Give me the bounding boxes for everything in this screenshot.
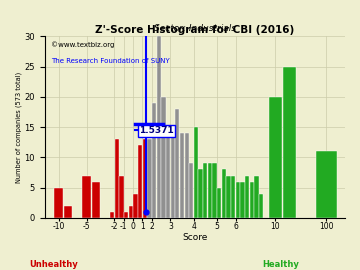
Bar (269, 97, 282, 218)
Bar (255, 176, 258, 218)
Bar (240, 182, 245, 218)
Bar (119, 176, 123, 218)
Bar (91, 182, 100, 218)
Bar (217, 188, 221, 218)
Bar (283, 66, 296, 218)
Bar (226, 176, 231, 218)
Bar (129, 206, 133, 218)
Bar (250, 182, 254, 218)
Bar (147, 139, 152, 218)
Bar (82, 176, 91, 218)
X-axis label: Score: Score (182, 232, 207, 241)
Y-axis label: Number of companies (573 total): Number of companies (573 total) (15, 72, 22, 183)
Bar (198, 170, 203, 218)
Bar (143, 139, 147, 218)
Bar (316, 151, 337, 218)
Text: Healthy: Healthy (262, 260, 299, 269)
Bar (138, 145, 142, 218)
Bar (231, 176, 235, 218)
Bar (236, 182, 240, 218)
Bar (245, 176, 249, 218)
Text: Sector: Industrials: Sector: Industrials (154, 23, 236, 33)
Bar (194, 127, 198, 218)
Bar (124, 212, 128, 218)
Bar (180, 133, 184, 218)
Bar (203, 163, 207, 218)
Bar (133, 194, 138, 218)
Bar (110, 212, 114, 218)
Text: Unhealthy: Unhealthy (30, 260, 78, 269)
Bar (157, 36, 161, 218)
Bar (166, 133, 170, 218)
Bar (208, 163, 212, 218)
Bar (54, 188, 63, 218)
Bar (212, 163, 217, 218)
Bar (189, 163, 193, 218)
Bar (185, 133, 189, 218)
Bar (152, 103, 156, 218)
Bar (259, 194, 263, 218)
Text: The Research Foundation of SUNY: The Research Foundation of SUNY (51, 58, 170, 64)
Bar (161, 97, 166, 218)
Bar (64, 206, 72, 218)
Bar (171, 133, 175, 218)
Bar (222, 170, 226, 218)
Text: ©www.textbiz.org: ©www.textbiz.org (51, 42, 114, 48)
Bar (115, 139, 119, 218)
Bar (175, 109, 180, 218)
Text: 1.5371: 1.5371 (139, 126, 174, 135)
Title: Z'-Score Histogram for CBI (2016): Z'-Score Histogram for CBI (2016) (95, 25, 294, 35)
